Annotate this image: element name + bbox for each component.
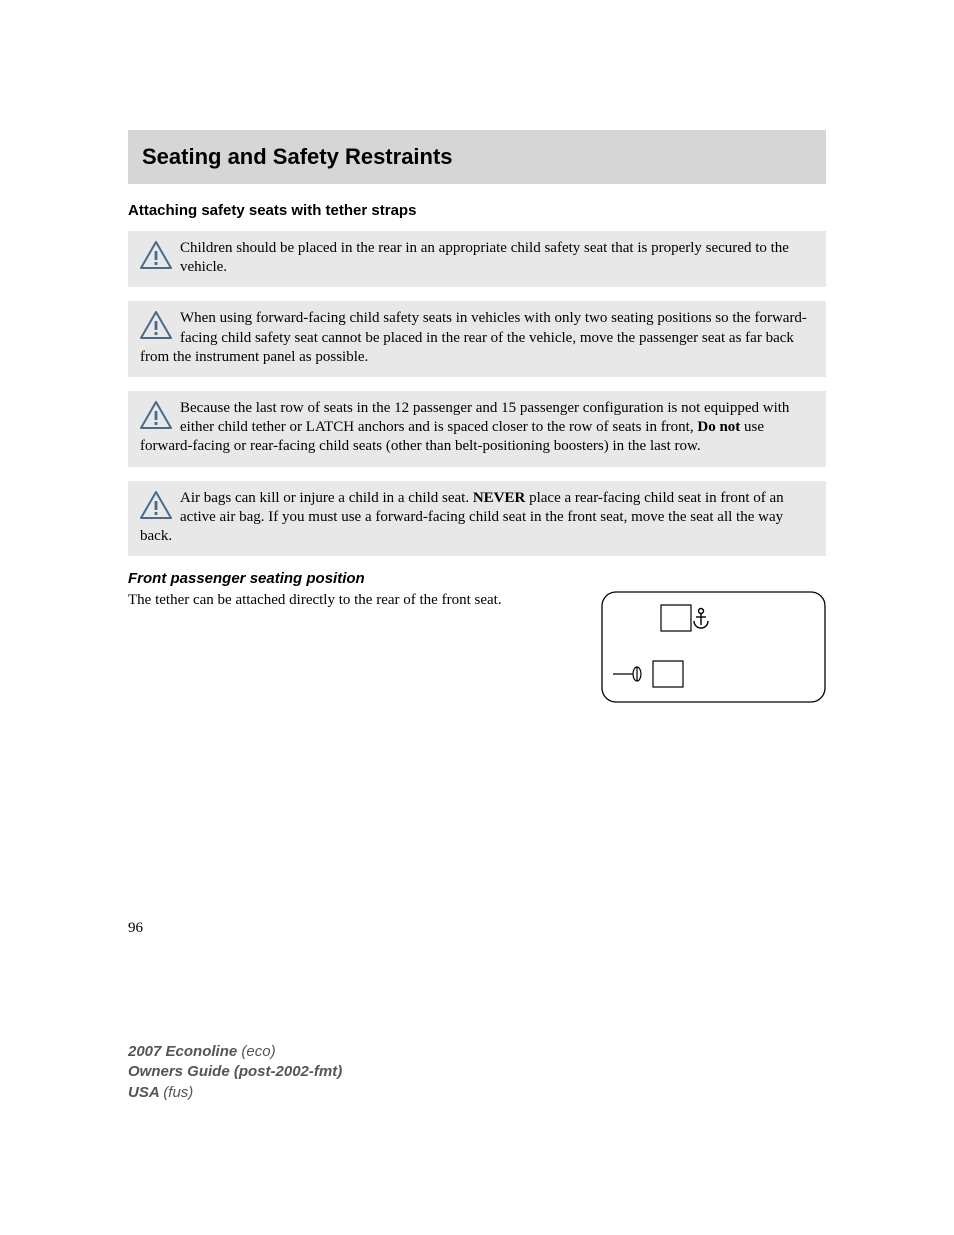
warning-icon xyxy=(140,311,172,339)
warning-icon xyxy=(140,491,172,519)
warning-box: Children should be placed in the rear in… xyxy=(128,231,826,287)
seat-diagram xyxy=(601,591,826,703)
chapter-title: Seating and Safety Restraints xyxy=(142,144,453,169)
page-number: 96 xyxy=(128,920,143,937)
chapter-header-bar: Seating and Safety Restraints xyxy=(128,130,826,184)
warning-icon xyxy=(140,401,172,429)
warning-text: Children should be placed in the rear in… xyxy=(180,240,789,275)
warning-box: Because the last row of seats in the 12 … xyxy=(128,391,826,467)
body-row: The tether can be attached directly to t… xyxy=(128,591,826,703)
subsection-heading: Front passenger seating position xyxy=(128,570,826,587)
footer-line: Owners Guide (post-2002-fmt) xyxy=(128,1062,342,1082)
warning-icon xyxy=(140,241,172,269)
warning-box: Air bags can kill or injure a child in a… xyxy=(128,481,826,557)
warning-text: When using forward-facing child safety s… xyxy=(140,310,807,364)
footer-line: 2007 Econoline (eco) xyxy=(128,1042,342,1062)
warning-text: Air bags can kill or injure a child in a… xyxy=(140,490,784,544)
document-page: Seating and Safety Restraints Attaching … xyxy=(0,0,954,1235)
warning-text: Because the last row of seats in the 12 … xyxy=(140,400,789,454)
document-footer: 2007 Econoline (eco) Owners Guide (post-… xyxy=(128,1042,342,1103)
section-heading: Attaching safety seats with tether strap… xyxy=(128,202,826,219)
footer-line: USA (fus) xyxy=(128,1083,342,1103)
warning-box: When using forward-facing child safety s… xyxy=(128,301,826,377)
body-paragraph: The tether can be attached directly to t… xyxy=(128,591,601,610)
